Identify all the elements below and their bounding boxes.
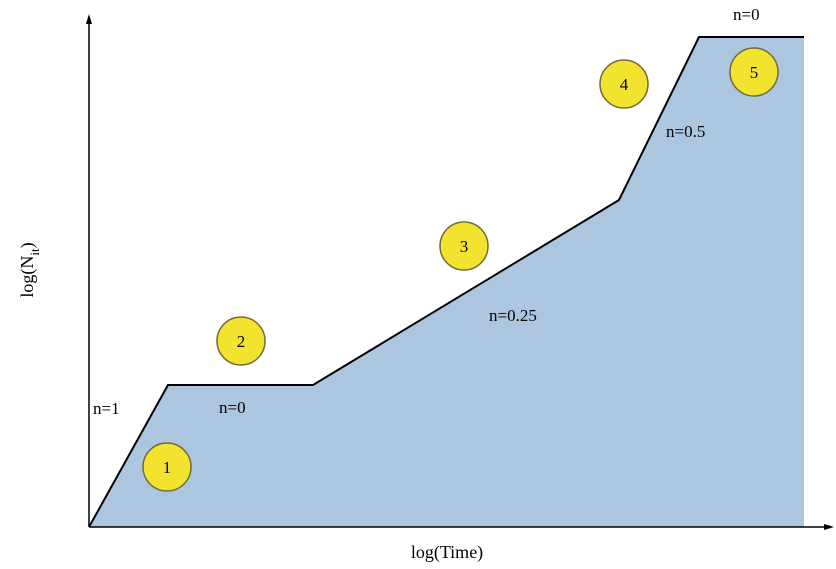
y-axis-arrow <box>86 14 92 24</box>
y-axis-label: log(Nit) <box>17 242 42 297</box>
slope-label-1: n=1 <box>93 399 120 418</box>
region-badge-3: 3 <box>439 221 489 271</box>
y-axis-label-close: ) <box>17 242 38 248</box>
y-axis-label-main: log(N <box>17 256 38 298</box>
region-badge-4: 4 <box>599 59 649 109</box>
x-axis-label: log(Time) <box>411 542 483 563</box>
region-number-1: 1 <box>163 458 172 477</box>
region-badge-1: 1 <box>142 442 192 492</box>
slope-label-3: n=0.25 <box>489 306 537 325</box>
region-number-4: 4 <box>620 75 629 94</box>
region-badge-5: 5 <box>729 47 779 97</box>
region-number-5: 5 <box>750 63 759 82</box>
area-under-curve <box>89 37 804 527</box>
region-number-3: 3 <box>460 237 469 256</box>
x-axis-arrow <box>824 524 834 530</box>
slope-label-4: n=0.5 <box>666 122 705 141</box>
region-number-2: 2 <box>237 332 246 351</box>
slope-label-5: n=0 <box>733 5 760 24</box>
region-badge-2: 2 <box>216 316 266 366</box>
slope-label-2: n=0 <box>219 398 246 417</box>
curve-line <box>88 36 804 528</box>
y-axis-label-sub: it <box>27 248 42 256</box>
